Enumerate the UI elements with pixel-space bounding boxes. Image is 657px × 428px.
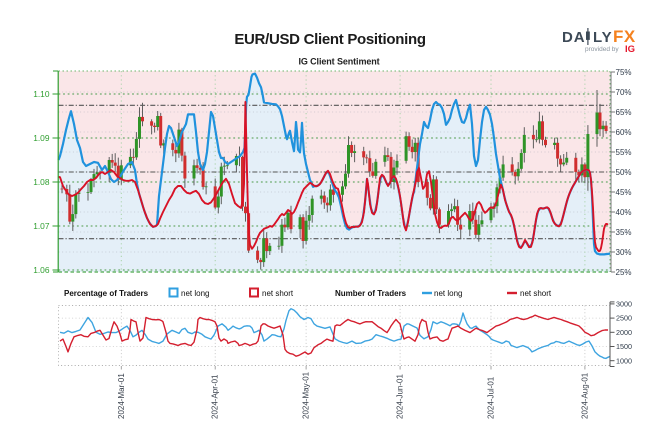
svg-text:2024-Aug-01: 2024-Aug-01 [580,372,589,419]
svg-text:net short: net short [520,289,552,298]
svg-text:DA: DA [562,29,585,46]
svg-text:net short: net short [262,289,294,298]
svg-text:1.08: 1.08 [33,177,50,187]
svg-text:FX: FX [613,27,636,46]
svg-text:1.09: 1.09 [33,133,50,143]
svg-text:provided by: provided by [585,46,619,53]
svg-text:EUR/USD Client Positioning: EUR/USD Client Positioning [234,31,426,48]
svg-text:55%: 55% [616,148,632,157]
svg-text:2024-Apr-01: 2024-Apr-01 [211,374,220,419]
svg-text:3000: 3000 [616,300,632,309]
svg-text:IG: IG [625,44,635,55]
svg-text:60%: 60% [616,128,632,137]
svg-text:2500: 2500 [616,314,632,323]
svg-text:net long: net long [434,289,462,298]
svg-text:1.10: 1.10 [33,89,50,99]
svg-text:2024-Mar-01: 2024-Mar-01 [117,373,126,419]
svg-text:1500: 1500 [616,342,632,351]
svg-text:30%: 30% [616,248,632,257]
svg-text:1.06: 1.06 [33,265,50,275]
svg-text:2024-Jul-01: 2024-Jul-01 [487,376,496,419]
svg-text:25%: 25% [616,268,632,277]
svg-text:1.07: 1.07 [33,221,50,231]
svg-text:35%: 35% [616,228,632,237]
svg-text:IG Client Sentiment: IG Client Sentiment [298,57,379,67]
svg-text:50%: 50% [616,168,632,177]
svg-text:2024-Jun-01: 2024-Jun-01 [396,374,405,419]
svg-text:45%: 45% [616,188,632,197]
svg-text:40%: 40% [616,208,632,217]
svg-text:LY: LY [593,29,613,46]
svg-text:70%: 70% [616,88,632,97]
svg-text:65%: 65% [616,108,632,117]
svg-text:Number of Traders: Number of Traders [335,289,407,298]
svg-text:2024-May-01: 2024-May-01 [302,371,311,419]
svg-text:net long: net long [181,289,209,298]
svg-text:75%: 75% [616,68,632,77]
svg-text:1000: 1000 [616,356,632,365]
svg-text:2000: 2000 [616,328,632,337]
svg-text:Percentage of Traders: Percentage of Traders [64,289,149,298]
